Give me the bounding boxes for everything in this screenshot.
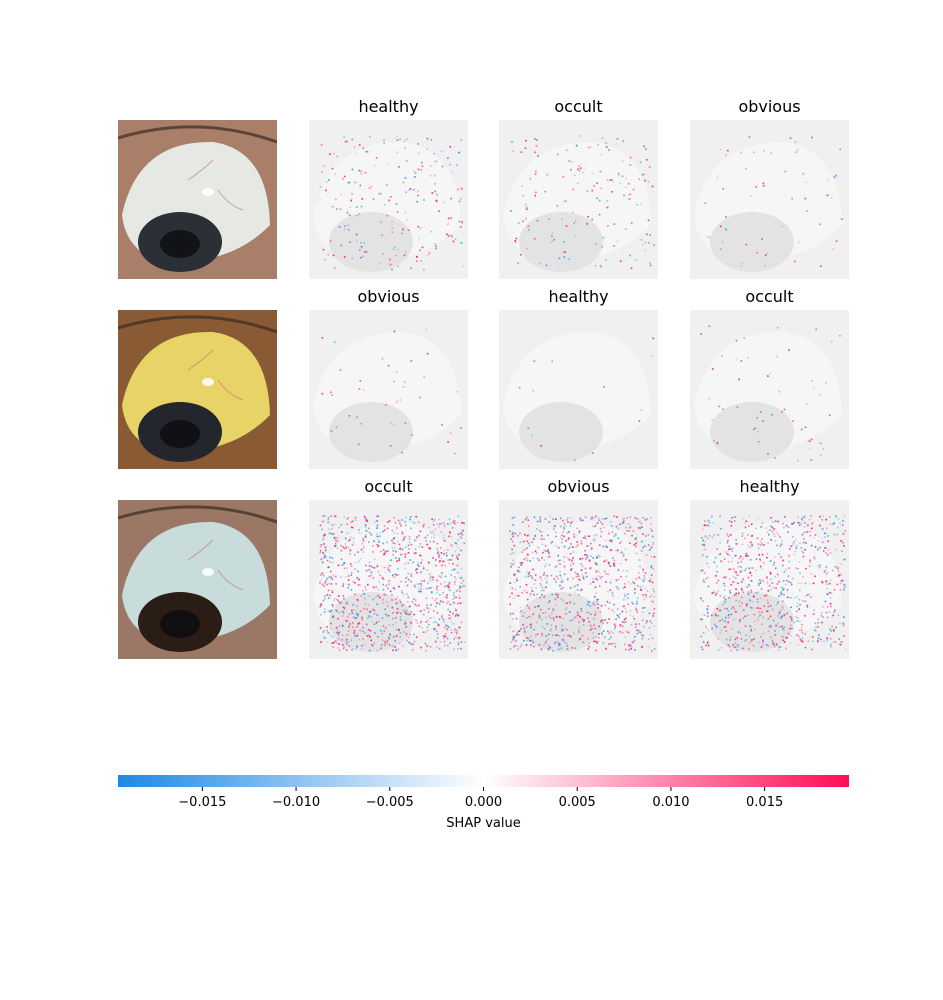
shap-panel-healthy: healthy: [499, 287, 658, 469]
shap-image-grid: healthy occult obvious obvious healthy occult…: [118, 97, 849, 659]
colorbar: −0.015 −0.010 −0.005 0.000 0.005 0.010 0.015 SH…: [118, 775, 849, 831]
colorbar-gradient: [118, 775, 849, 787]
shap-panel-occult: occult: [499, 97, 658, 279]
panel-title: healthy: [358, 97, 418, 116]
panel-title: occult: [364, 477, 412, 496]
colorbar-tick-label: −0.010: [272, 795, 320, 810]
panel-title: obvious: [357, 287, 419, 306]
shap-panel-obvious: obvious: [309, 287, 468, 469]
colorbar-tick-label: −0.015: [178, 795, 226, 810]
eye-photo-white-sclera: [118, 120, 277, 279]
eye-photo-bluish-sclera: [118, 500, 277, 659]
shap-panel-occult: occult: [309, 477, 468, 659]
panel-title: healthy: [548, 287, 608, 306]
colorbar-label: SHAP value: [446, 816, 520, 831]
colorbar-tick-label: 0.015: [746, 795, 783, 810]
shap-panel-occult: occult: [690, 287, 849, 469]
panel-title: obvious: [738, 97, 800, 116]
eye-photo-yellow-sclera: [118, 310, 277, 469]
panel-title: healthy: [739, 477, 799, 496]
colorbar-tick-label: −0.005: [366, 795, 414, 810]
panel-title: occult: [554, 97, 602, 116]
shap-panel-obvious: obvious: [499, 477, 658, 659]
colorbar-tick-label: 0.005: [559, 795, 596, 810]
shap-panel-healthy: healthy: [690, 477, 849, 659]
colorbar-tick-label: 0.010: [652, 795, 689, 810]
colorbar-tick-label: 0.000: [465, 795, 502, 810]
panel-title: obvious: [547, 477, 609, 496]
shap-panel-obvious: obvious: [690, 97, 849, 279]
shap-panel-healthy: healthy: [309, 97, 468, 279]
panel-title: occult: [745, 287, 793, 306]
